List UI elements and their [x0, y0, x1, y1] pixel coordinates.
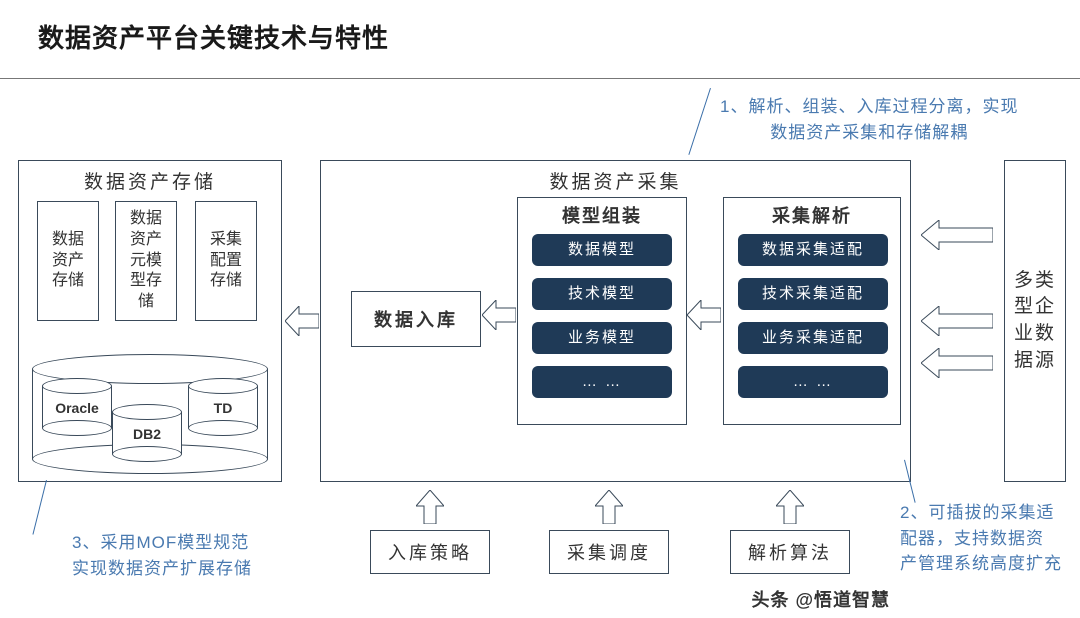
panel-collect-title: 数据资产采集	[321, 167, 910, 194]
page-title: 数据资产平台关键技术与特性	[38, 18, 389, 55]
annotation-3-leader	[32, 480, 47, 535]
box-ingest-policy: 入库策略	[370, 530, 490, 574]
annotation-2: 2、可插拔的采集适 配器，支持数据资 产管理系统高度扩充	[900, 500, 1070, 577]
annotation-1-line1: 1、解析、组装、入库过程分离，实现	[720, 94, 1018, 120]
panel-storage-title: 数据资产存储	[19, 167, 281, 194]
card-model-title: 模型组装	[518, 202, 686, 228]
arrow-up-icon	[776, 490, 804, 524]
pill-model-1: 数据模型	[532, 234, 672, 266]
card-parse-title: 采集解析	[724, 202, 900, 228]
pill-parse-2: 技术采集适配	[738, 278, 888, 310]
arrow-left-icon	[482, 300, 516, 330]
pill-model-2: 技术模型	[532, 278, 672, 310]
annotation-2-line3: 产管理系统高度扩充	[900, 551, 1070, 577]
arrow-left-icon	[687, 300, 721, 330]
arrow-up-icon	[416, 490, 444, 524]
annotation-3-line2: 实现数据资产扩展存储	[72, 556, 252, 582]
storage-box-asset: 数据 资产 存储	[37, 201, 99, 321]
annotation-3: 3、采用MOF模型规范 实现数据资产扩展存储	[72, 530, 252, 581]
panel-collect: 数据资产采集 数据入库 模型组装 数据模型 技术模型 业务模型 … … 采集解析…	[320, 160, 911, 482]
panel-source: 多类型企业数据源	[1004, 160, 1066, 482]
db-oracle: Oracle	[42, 378, 112, 434]
pill-parse-1: 数据采集适配	[738, 234, 888, 266]
annotation-1: 1、解析、组装、入库过程分离，实现 数据资产采集和存储解耦	[720, 94, 1018, 145]
pill-model-3: 业务模型	[532, 322, 672, 354]
arrow-left-icon	[285, 306, 319, 336]
db-td: TD	[188, 378, 258, 434]
db-db2: DB2	[112, 404, 182, 460]
annotation-1-line2: 数据资产采集和存储解耦	[720, 120, 1018, 146]
card-model: 模型组装 数据模型 技术模型 业务模型 … …	[517, 197, 687, 425]
annotation-2-line1: 2、可插拔的采集适	[900, 500, 1070, 526]
pill-parse-4: … …	[738, 366, 888, 398]
box-parse-algo: 解析算法	[730, 530, 850, 574]
storage-box-config: 采集 配置 存储	[195, 201, 257, 321]
card-parse: 采集解析 数据采集适配 技术采集适配 业务采集适配 … …	[723, 197, 901, 425]
arrow-left-icon	[921, 306, 993, 336]
box-schedule: 采集调度	[549, 530, 669, 574]
arrow-up-icon	[595, 490, 623, 524]
arrow-left-icon	[921, 220, 993, 250]
title-rule	[0, 78, 1080, 79]
annotation-3-line1: 3、采用MOF模型规范	[72, 530, 252, 556]
arrow-left-icon	[921, 348, 993, 378]
annotation-1-leader	[688, 88, 711, 155]
annotation-2-line2: 配器，支持数据资	[900, 526, 1070, 552]
box-ingest: 数据入库	[351, 291, 481, 347]
pill-model-4: … …	[532, 366, 672, 398]
storage-box-meta: 数据 资产 元模 型存 储	[115, 201, 177, 321]
watermark-credit: 头条 @悟道智慧	[751, 586, 890, 612]
pill-parse-3: 业务采集适配	[738, 322, 888, 354]
